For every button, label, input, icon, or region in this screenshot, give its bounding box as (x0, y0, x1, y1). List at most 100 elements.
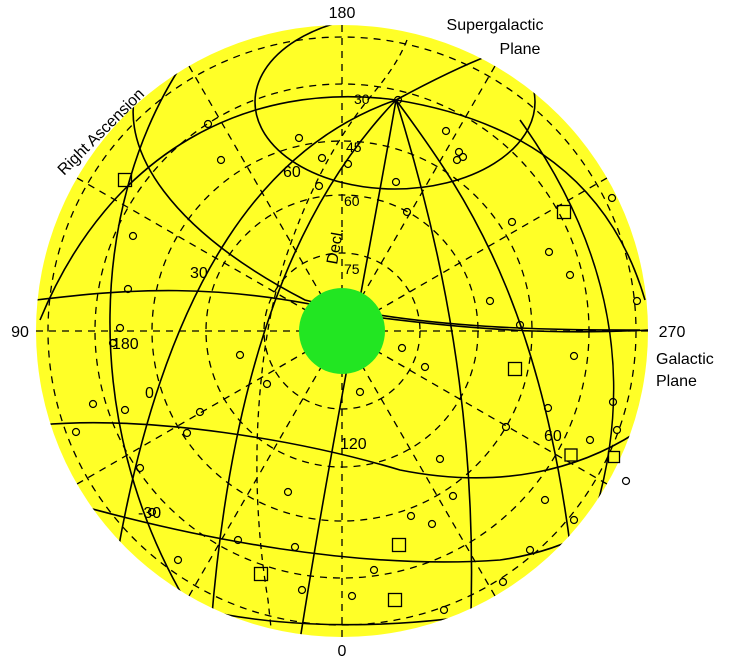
galactic-latitude-upper (132, 89, 641, 331)
object-square-marker (253, 566, 269, 582)
object-circle-marker (420, 362, 430, 372)
galactic-longitude-arc-4 (209, 99, 397, 637)
galactic-plane-label-2: Plane (656, 373, 697, 390)
object-circle-marker (391, 177, 401, 187)
galactic-longitude-arc-1 (395, 99, 581, 637)
object-circle-marker (458, 152, 468, 162)
object-circle-marker (569, 515, 579, 525)
galactic-longitude-arc-7 (395, 99, 646, 301)
ra-label-0: 0 (338, 643, 347, 660)
object-circle-marker (544, 247, 554, 257)
galactic-label-60: 60 (544, 428, 562, 445)
object-square-marker (507, 361, 523, 377)
object-circle-marker (235, 350, 245, 360)
dec-label-45: 45 (346, 139, 362, 155)
object-square-marker (564, 448, 578, 462)
object-square-marker (556, 204, 572, 220)
object-circle-marker (128, 231, 138, 241)
galactic-longitude-arc-5 (109, 99, 397, 601)
object-circle-marker (369, 565, 379, 575)
object-circle-markers (71, 95, 642, 615)
dec-label-60a: 60 (344, 193, 360, 209)
object-circle-marker (297, 585, 307, 595)
object-circle-marker (123, 284, 133, 294)
dec-label-30a: 30 (354, 91, 370, 107)
object-circle-marker (393, 95, 403, 105)
object-circle-marker (173, 555, 183, 565)
object-circle-marker (71, 427, 81, 437)
object-circle-marker (283, 487, 293, 497)
ra-label-270: 270 (659, 324, 686, 341)
object-circle-marker (397, 343, 407, 353)
object-circle-marker (501, 422, 511, 432)
object-circle-marker (540, 495, 550, 505)
object-circle-marker (498, 577, 508, 587)
object-circle-marker (195, 407, 205, 417)
object-circle-marker (607, 193, 617, 203)
galactic-plane-label-1: Galactic (656, 351, 714, 368)
galactic-label-120: 120 (340, 436, 367, 453)
object-circle-marker (135, 463, 145, 473)
dec-label-0: 0 (145, 385, 154, 402)
object-circle-marker (454, 147, 464, 157)
galactic-longitude-arc-9 (109, 59, 501, 637)
object-circle-marker (108, 338, 118, 348)
object-circle-marker (147, 507, 157, 517)
object-circle-marker (216, 155, 226, 165)
supergalactic-plane-label-1: Supergalactic (447, 17, 544, 34)
object-circle-marker (621, 476, 631, 486)
ra-label-180: 180 (329, 5, 356, 22)
object-circle-marker (632, 296, 642, 306)
object-circle-marker (525, 545, 535, 555)
object-circle-marker (427, 519, 437, 529)
object-circle-marker (435, 454, 445, 464)
object-circle-marker (347, 591, 357, 601)
galactic-label-180: 180 (112, 336, 139, 353)
object-circle-marker (608, 397, 618, 407)
dec-label-75: 75 (344, 261, 360, 277)
galactic-longitude-arc-2 (395, 99, 473, 637)
object-circle-marker (569, 351, 579, 361)
object-circle-marker (343, 159, 353, 169)
object-circle-marker (294, 133, 304, 143)
object-circle-marker (515, 320, 525, 330)
object-circle-marker (355, 387, 365, 397)
ra-label-90: 90 (11, 324, 29, 341)
object-circle-marker (182, 428, 192, 438)
object-circle-marker (120, 405, 130, 415)
object-circle-marker (612, 425, 622, 435)
object-circle-marker (402, 207, 412, 217)
object-circle-marker (565, 270, 575, 280)
object-circle-marker (317, 153, 327, 163)
object-circle-marker (290, 542, 300, 552)
object-square-marker (387, 592, 403, 608)
object-circle-marker (406, 511, 416, 521)
object-circle-marker (88, 399, 98, 409)
object-square-marker (117, 172, 133, 188)
object-circle-marker (485, 296, 495, 306)
object-circle-marker (585, 435, 595, 445)
dec-label-minus30: -30 (138, 505, 161, 522)
object-circle-marker (233, 535, 243, 545)
galactic-latitude-lower (39, 421, 641, 479)
supergalactic-plane-label-2: Plane (500, 41, 541, 58)
object-square-marker (607, 450, 621, 464)
object-circle-marker (543, 403, 553, 413)
object-circle-marker (115, 323, 125, 333)
north-pole-cap (299, 288, 385, 374)
object-circle-marker (262, 379, 272, 389)
object-circle-marker (203, 119, 213, 129)
declination-axis-label: Decl. (324, 227, 347, 266)
object-square-marker (391, 537, 407, 553)
object-square-markers (117, 172, 621, 608)
galactic-longitude-arc-6 (39, 95, 397, 321)
dec-label-30b: 30 (190, 265, 208, 282)
object-circle-marker (507, 217, 517, 227)
galactic-small-circle-top (254, 25, 536, 190)
object-circle-marker (441, 126, 451, 136)
dec-label-60b: 60 (283, 164, 301, 181)
object-circle-marker (448, 491, 458, 501)
object-circle-marker (314, 181, 324, 191)
